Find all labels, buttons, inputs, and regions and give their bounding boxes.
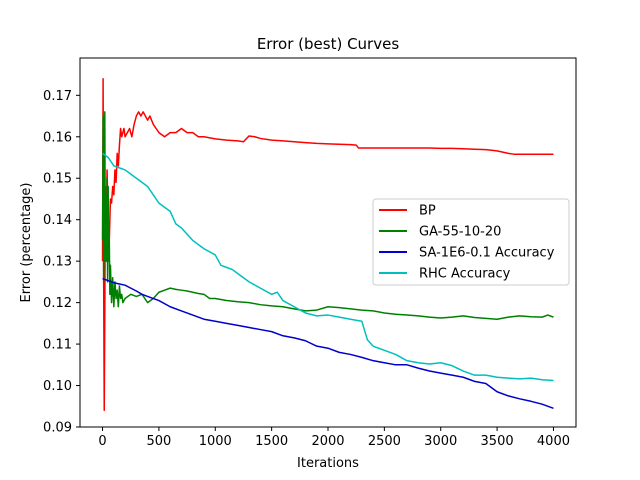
legend-label: SA-1E6-0.1 Accuracy: [419, 246, 555, 261]
x-tick-label: 2500: [368, 434, 401, 449]
chart-title: Error (best) Curves: [257, 35, 400, 53]
legend: BP GA-55-10-20 SA-1E6-0.1 Accuracy RHC Accu…: [372, 198, 570, 286]
x-tick-label: 2000: [311, 434, 344, 449]
y-tick-label: 0.14: [43, 213, 72, 228]
x-tick-label: 3500: [481, 434, 514, 449]
y-tick-label: 0.13: [43, 255, 72, 270]
x-tick-label: 500: [146, 434, 171, 449]
x-tick-label: 1000: [199, 434, 232, 449]
series-line-2: [102, 277, 554, 410]
legend-label: GA-55-10-20: [419, 225, 501, 240]
y-tick-label: 0.12: [43, 296, 72, 311]
x-tick-label: 1500: [255, 434, 288, 449]
y-axis: 0.09 0.10 0.11 0.12 0.13 0.14 0.15 0.16 0.17: [43, 89, 80, 436]
series-line-3: [102, 152, 554, 382]
series-line-0: [101, 77, 554, 412]
x-tick-label: 0: [98, 434, 106, 449]
y-tick-label: 0.09: [43, 421, 72, 436]
x-axis-title: Iterations: [297, 456, 359, 471]
y-tick-label: 0.17: [43, 89, 72, 104]
series-line-1: [101, 111, 554, 320]
x-tick-label: 3000: [424, 434, 457, 449]
x-tick-label: 4000: [537, 434, 570, 449]
series-layer: [101, 77, 554, 412]
y-tick-label: 0.10: [43, 379, 72, 394]
y-tick-label: 0.15: [43, 172, 72, 187]
y-tick-label: 0.16: [43, 130, 72, 145]
y-tick-label: 0.11: [43, 338, 72, 353]
x-axis: 0 500 1000 1500 2000 2500 3000 3500 4000: [98, 427, 570, 449]
legend-label: BP: [419, 204, 436, 219]
legend-box: [372, 198, 570, 286]
legend-label: RHC Accuracy: [419, 267, 511, 282]
y-axis-title: Error (percentage): [19, 183, 34, 303]
